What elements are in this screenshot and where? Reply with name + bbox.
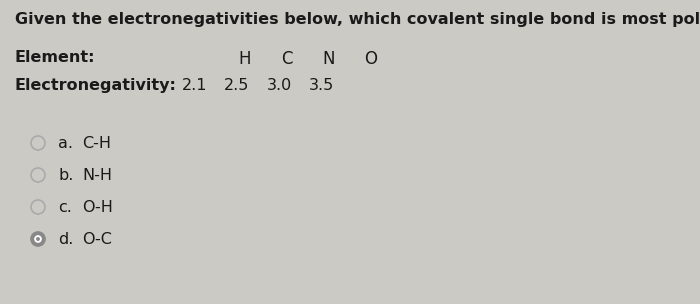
- Text: Element:: Element:: [15, 50, 95, 65]
- Text: O-C: O-C: [82, 232, 112, 247]
- Text: 3.5: 3.5: [309, 78, 334, 93]
- Circle shape: [31, 232, 45, 246]
- Text: b.: b.: [58, 168, 74, 182]
- Text: H: H: [239, 50, 251, 68]
- Text: C: C: [281, 50, 293, 68]
- Text: O-H: O-H: [82, 199, 113, 215]
- Text: Given the electronegativities below, which covalent single bond is most polar?: Given the electronegativities below, whi…: [15, 12, 700, 27]
- Text: Electronegativity:: Electronegativity:: [15, 78, 177, 93]
- Text: 3.0: 3.0: [267, 78, 292, 93]
- Text: d.: d.: [58, 232, 74, 247]
- Text: O: O: [365, 50, 377, 68]
- Text: 2.1: 2.1: [182, 78, 208, 93]
- Text: C-H: C-H: [82, 136, 111, 150]
- Text: N-H: N-H: [82, 168, 112, 182]
- Text: N: N: [323, 50, 335, 68]
- Circle shape: [36, 237, 40, 241]
- Text: 2.5: 2.5: [224, 78, 250, 93]
- Text: c.: c.: [58, 199, 72, 215]
- Text: a.: a.: [58, 136, 73, 150]
- Circle shape: [34, 235, 42, 243]
